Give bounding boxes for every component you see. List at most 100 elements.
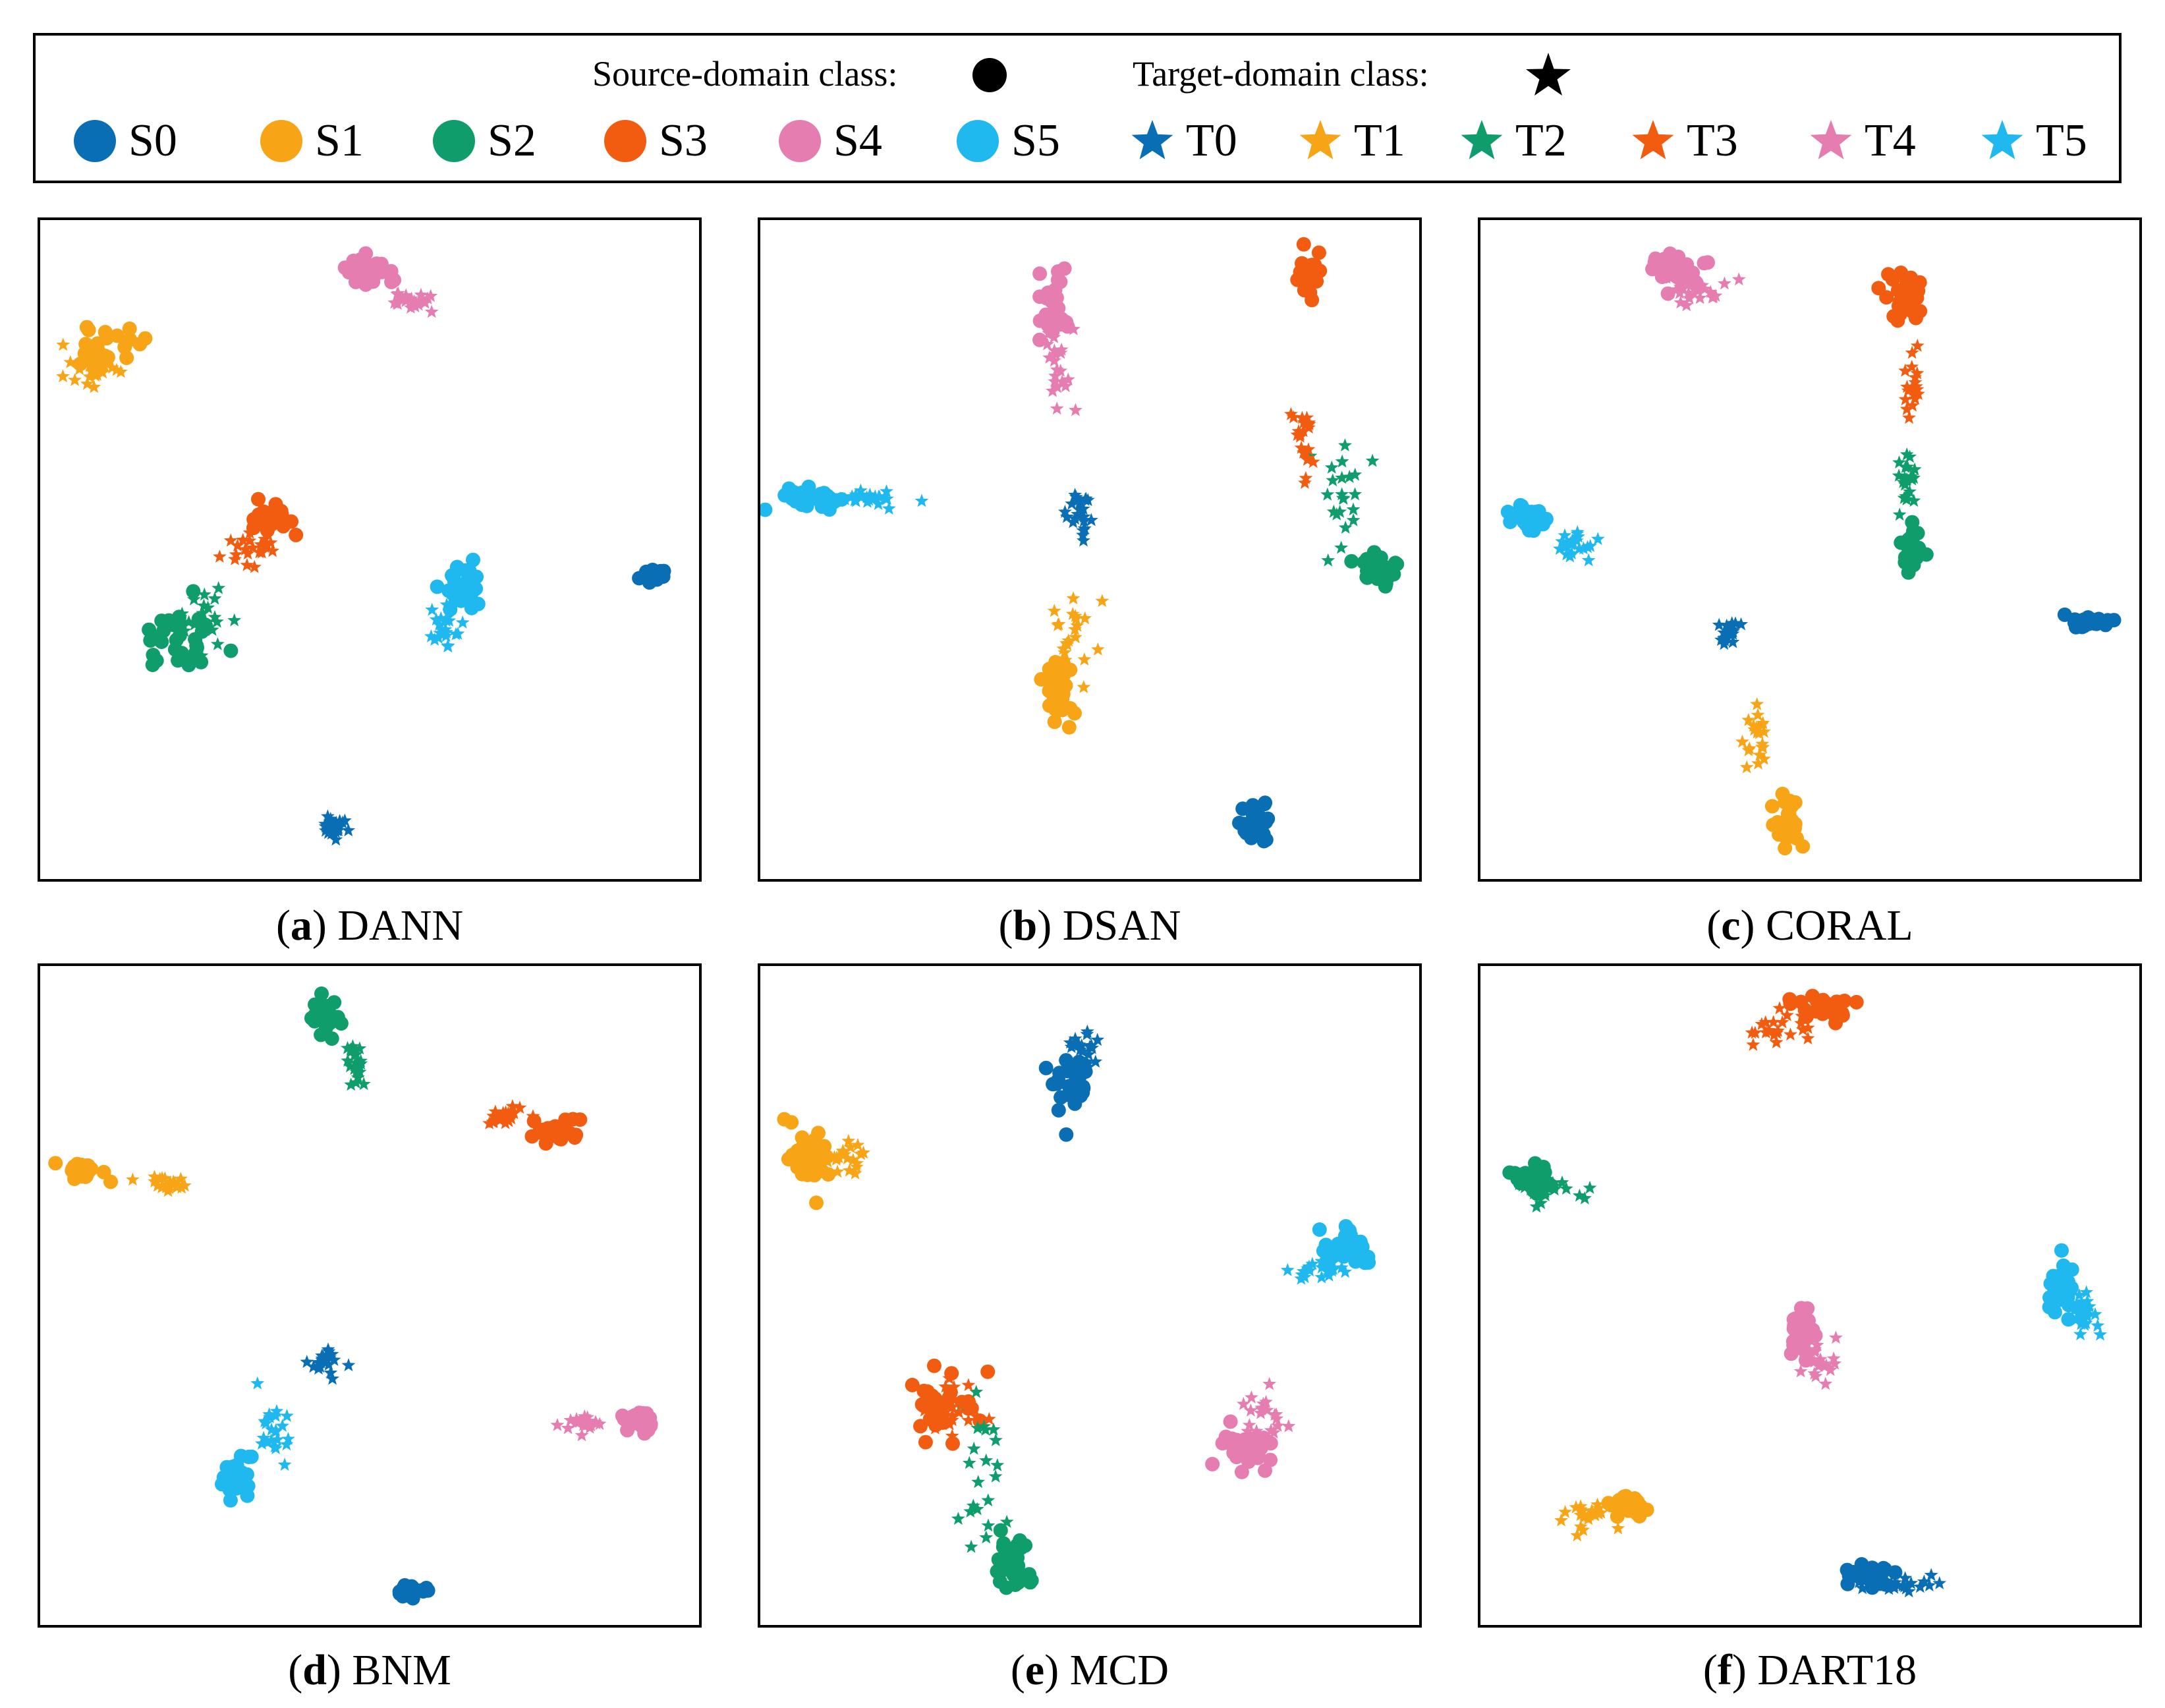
source-point	[149, 653, 164, 668]
target-point	[1795, 1009, 1809, 1022]
target-point	[1296, 1264, 1310, 1278]
target-point	[1069, 403, 1082, 416]
source-point	[2056, 1290, 2071, 1305]
target-point	[329, 820, 344, 834]
target-point	[841, 1133, 856, 1147]
target-point	[404, 291, 418, 305]
target-point	[820, 1154, 835, 1168]
target-point	[849, 1156, 864, 1170]
target-point	[2079, 1285, 2094, 1299]
cluster-t4	[1237, 1377, 1296, 1458]
target-point	[1095, 594, 1110, 608]
target-point	[1565, 546, 1579, 559]
target-point	[1576, 1523, 1590, 1536]
source-point	[1764, 799, 1780, 814]
target-point	[1807, 1366, 1822, 1380]
source-point	[1618, 1489, 1633, 1504]
source-point	[219, 1460, 235, 1475]
target-point	[1080, 1027, 1094, 1040]
target-point	[988, 1433, 1003, 1446]
source-point	[760, 502, 773, 517]
cluster-s3	[1871, 266, 1928, 328]
target-point	[1804, 1352, 1818, 1366]
target-point	[1047, 604, 1061, 617]
target-point	[1909, 379, 1923, 393]
source-point	[1044, 294, 1059, 309]
target-point	[170, 1180, 184, 1193]
source-point	[1660, 286, 1675, 301]
source-point	[1610, 1509, 1625, 1524]
target-point	[1051, 618, 1065, 631]
target-point	[407, 294, 422, 308]
target-point	[1523, 1182, 1538, 1196]
target-point	[963, 1504, 978, 1518]
target-point	[1077, 680, 1091, 693]
source-point	[1656, 261, 1671, 276]
target-point	[835, 1143, 850, 1157]
target-point	[1731, 272, 1746, 286]
target-point	[1828, 1356, 1842, 1370]
legend: Source-domain class: Target-domain class…	[33, 33, 2122, 183]
legend-label: S1	[315, 115, 364, 166]
target-point	[2091, 1319, 2105, 1332]
target-point	[433, 625, 447, 639]
legend-entry-s3: S3	[602, 108, 708, 174]
target-point	[1042, 326, 1056, 339]
target-point	[1899, 447, 1914, 461]
legend-entry-s0: S0	[72, 108, 177, 174]
target-point	[1793, 1364, 1808, 1378]
target-point	[1726, 635, 1740, 648]
target-point	[1300, 453, 1314, 466]
target-point	[1081, 1047, 1096, 1061]
target-point	[1717, 276, 1731, 290]
source-point	[138, 331, 153, 346]
target-point	[1917, 1574, 1931, 1588]
source-point	[1789, 831, 1804, 846]
target-point	[1237, 1396, 1251, 1410]
target-point	[1784, 1027, 1797, 1041]
target-point	[1755, 1017, 1769, 1031]
target-point	[167, 1176, 182, 1189]
target-point	[84, 364, 99, 378]
legend-label: S0	[128, 115, 177, 166]
target-point	[1910, 366, 1925, 380]
target-point	[1060, 637, 1075, 651]
target-point	[1063, 1035, 1077, 1049]
source-point	[347, 267, 362, 282]
target-point	[349, 1056, 363, 1069]
target-point	[1695, 278, 1710, 292]
target-point	[1583, 1180, 1597, 1194]
target-point	[323, 1365, 338, 1379]
target-point	[148, 1170, 161, 1183]
target-point	[1056, 641, 1071, 655]
source-point	[215, 1477, 229, 1492]
target-point	[1693, 291, 1707, 304]
source-point	[314, 986, 329, 1001]
target-point	[254, 545, 269, 559]
target-point	[264, 535, 278, 549]
target-point	[847, 493, 862, 507]
target-point	[1295, 411, 1309, 424]
target-point	[1819, 1358, 1834, 1371]
target-point	[1570, 1528, 1585, 1542]
source-point	[143, 633, 158, 648]
cluster-t4	[387, 286, 439, 318]
caption-method: DART18	[1757, 1646, 1917, 1694]
target-point	[315, 1348, 329, 1362]
source-point	[154, 635, 169, 649]
target-point	[1066, 322, 1081, 335]
target-point	[488, 1104, 503, 1118]
target-point	[211, 581, 226, 594]
source-point	[918, 1435, 933, 1450]
target-point	[513, 1100, 527, 1114]
source-point	[817, 1139, 832, 1154]
target-point	[1335, 454, 1349, 468]
target-point	[1348, 467, 1363, 481]
target-point	[1047, 353, 1061, 367]
target-point	[1898, 460, 1913, 473]
target-point	[246, 540, 260, 554]
target-point	[846, 1153, 860, 1166]
target-point	[951, 1512, 965, 1525]
target-point	[315, 1353, 329, 1367]
target-point	[325, 1371, 339, 1385]
